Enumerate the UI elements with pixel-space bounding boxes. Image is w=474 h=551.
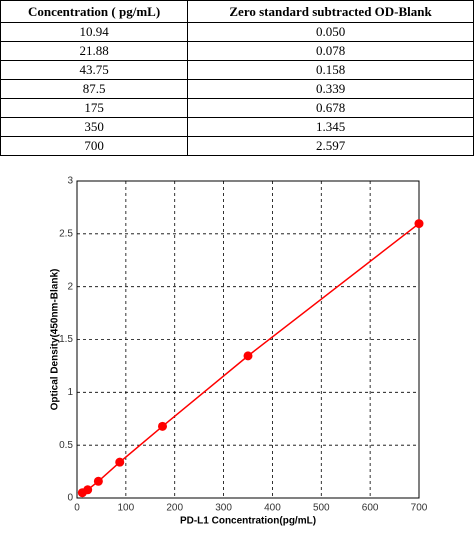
data-point: [243, 351, 253, 361]
table-row: 87.5 0.339: [0, 79, 474, 99]
data-table: Concentration ( pg/mL) Zero standard subt…: [0, 0, 474, 156]
data-point: [115, 457, 125, 467]
table-row: 175 0.678: [0, 98, 474, 118]
table-cell: 175: [0, 98, 189, 118]
table-cell: 0.078: [187, 41, 474, 61]
x-tick-label: 600: [362, 503, 379, 514]
table-row: 700 2.597: [0, 136, 474, 156]
y-tick-label: 0: [67, 493, 73, 504]
y-axis-label: Optical Density(450nm-Blank): [50, 269, 61, 411]
table-cell: 10.94: [0, 22, 189, 42]
x-tick-label: 400: [264, 503, 281, 514]
y-tick-label: 2: [67, 281, 73, 292]
plot-frame: [76, 180, 420, 499]
table-row: 43.75 0.158: [0, 60, 474, 80]
data-point: [414, 219, 424, 229]
x-tick-label: 300: [215, 503, 232, 514]
table-row: 10.94 0.050: [0, 22, 474, 42]
x-tick-label: 500: [313, 503, 330, 514]
header-row: Concentration ( pg/mL) Zero standard subt…: [0, 0, 474, 23]
header-cell: Zero standard subtracted OD-Blank: [187, 0, 474, 23]
table-cell: 0.339: [187, 79, 474, 99]
x-tick-label: 100: [118, 503, 135, 514]
table-row: 21.88 0.078: [0, 41, 474, 61]
y-tick-label: 0.5: [59, 440, 73, 451]
y-tick-label: 1.5: [59, 334, 73, 345]
table-cell: 0.050: [187, 22, 474, 42]
table-cell: 700: [0, 136, 189, 156]
y-tick-label: 2.5: [59, 228, 73, 239]
x-tick-label: 0: [74, 503, 80, 514]
table-cell: 0.158: [187, 60, 474, 80]
table-cell: 2.597: [187, 136, 474, 156]
x-tick-label: 700: [411, 503, 428, 514]
data-point: [83, 485, 93, 495]
x-axis-label: PD-L1 Concentration(pg/mL): [180, 516, 316, 527]
table-cell: 1.345: [187, 117, 474, 137]
chart: 0 0.5 1 1.5 2 2.5 3 0 100 200 300 400 500 600 700 PD-L1…: [50, 176, 428, 527]
table-cell: 21.88: [0, 41, 189, 61]
y-tick-label: 1: [67, 387, 73, 398]
table-cell: 350: [0, 117, 189, 137]
data-point: [93, 476, 103, 486]
table-row: 350 1.345: [0, 117, 474, 137]
x-tick-label: 200: [166, 503, 183, 514]
y-tick-label: 3: [67, 176, 73, 187]
header-cell: Concentration ( pg/mL): [0, 0, 189, 23]
data-point: [158, 421, 167, 431]
table-cell: 43.75: [0, 60, 189, 80]
table-cell: 87.5: [0, 79, 189, 99]
table-cell: 0.678: [187, 98, 474, 118]
